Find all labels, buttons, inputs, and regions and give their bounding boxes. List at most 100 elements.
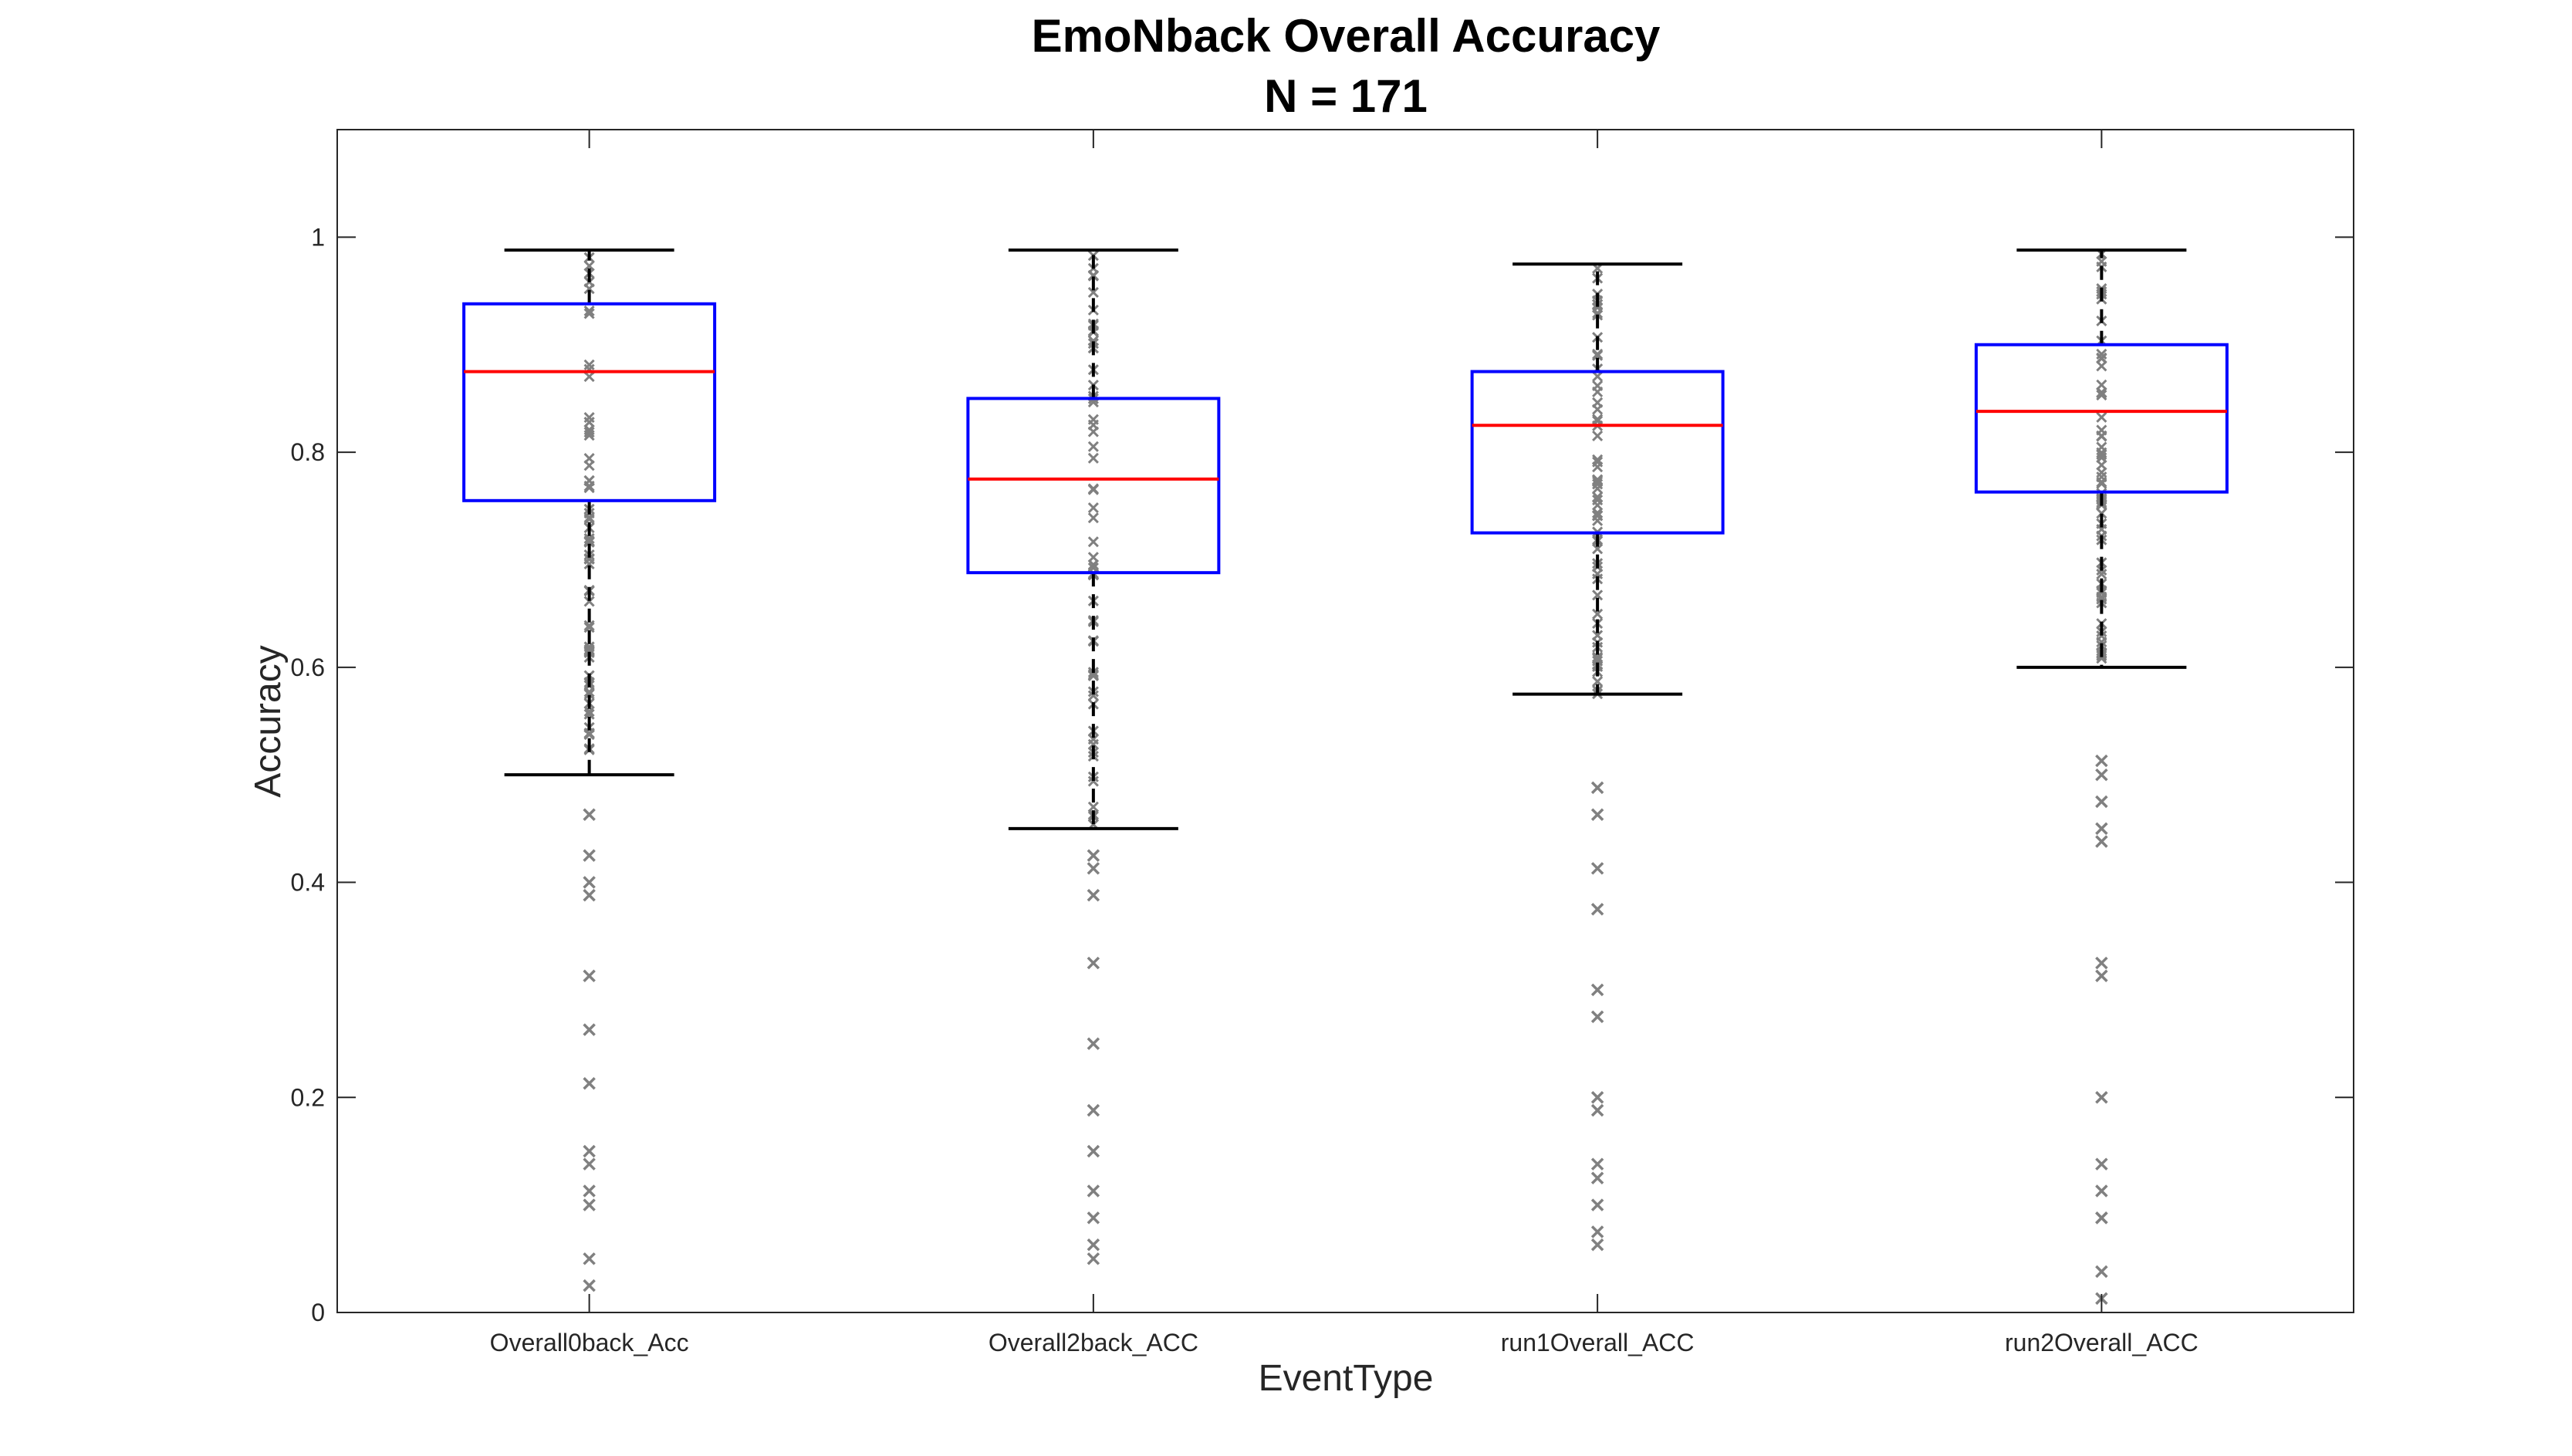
raw-point xyxy=(1592,475,1604,486)
outlier-point xyxy=(2095,1091,2108,1104)
chart-subtitle: N = 171 xyxy=(1264,70,1428,122)
raw-point xyxy=(2096,636,2107,648)
plot-marks xyxy=(462,248,2229,1306)
outlier-point xyxy=(2095,768,2108,782)
outlier-point xyxy=(1590,781,1604,795)
x-axis-label: EventType xyxy=(1259,1358,1434,1399)
raw-point xyxy=(1087,738,1099,750)
x-tick-label: Overall0back_Acc xyxy=(490,1329,689,1356)
raw-point xyxy=(1087,552,1099,563)
y-tick-label: 0 xyxy=(311,1299,325,1326)
x-tick-label: run2Overall_ACC xyxy=(2005,1329,2199,1356)
raw-point xyxy=(1087,286,1099,298)
raw-point xyxy=(1592,509,1604,521)
y-tick-label: 0.8 xyxy=(291,438,325,466)
outlier-point xyxy=(2095,1211,2108,1225)
outlier-point xyxy=(2095,969,2108,983)
raw-point xyxy=(583,705,595,718)
outlier-point xyxy=(1590,1238,1604,1252)
raw-point xyxy=(1592,589,1604,601)
raw-point xyxy=(583,308,595,319)
raw-point xyxy=(583,430,595,441)
raw-point xyxy=(583,552,595,564)
outlier-point xyxy=(1087,1238,1100,1252)
raw-point xyxy=(1087,483,1099,495)
raw-point xyxy=(1087,512,1099,524)
raw-point xyxy=(2096,449,2107,461)
outlier-point xyxy=(1087,1037,1100,1050)
outlier-point xyxy=(583,849,596,862)
iqr-box xyxy=(966,397,1221,575)
outlier-point xyxy=(1590,862,1604,875)
y-axis-label: Accuracy xyxy=(248,645,289,797)
raw-point xyxy=(583,482,595,494)
raw-point xyxy=(1592,676,1604,687)
raw-point xyxy=(1592,478,1604,490)
chart-title: EmoNback Overall Accuracy xyxy=(1032,10,1661,62)
raw-point xyxy=(1592,507,1604,519)
raw-point xyxy=(1592,543,1604,555)
outlier-point xyxy=(2095,1184,2108,1198)
raw-point xyxy=(583,371,595,383)
outlier-point xyxy=(1087,862,1100,875)
raw-point xyxy=(2096,447,2107,458)
raw-point xyxy=(1592,655,1604,667)
y-tick-label: 1 xyxy=(311,223,325,251)
outlier-point xyxy=(1087,849,1100,862)
raw-point xyxy=(1592,370,1604,382)
box-group xyxy=(462,248,717,1292)
outlier-point xyxy=(583,1157,596,1171)
outlier-point xyxy=(2095,1157,2108,1171)
raw-point xyxy=(1592,492,1604,503)
outlier-point xyxy=(1590,1091,1604,1104)
x-tick-label: run1Overall_ACC xyxy=(1501,1329,1695,1356)
outlier-point xyxy=(1087,1211,1100,1225)
outlier-point xyxy=(583,1252,596,1265)
outlier-point xyxy=(583,808,596,821)
outlier-point xyxy=(1087,1184,1100,1198)
outlier-point xyxy=(1087,956,1100,970)
outlier-point xyxy=(1087,1144,1100,1158)
outlier-point xyxy=(1087,1252,1100,1265)
outlier-point xyxy=(2095,835,2108,848)
raw-point xyxy=(583,453,595,465)
outlier-point xyxy=(1590,1010,1604,1023)
axes: 0 0.2 0.4 0.6 0.8 1 Overall0back_Acc Overall2ba… xyxy=(291,130,2354,1356)
raw-point xyxy=(583,708,595,720)
outlier-point xyxy=(1087,889,1100,902)
outlier-point xyxy=(583,1198,596,1211)
raw-point xyxy=(1087,690,1099,701)
raw-point xyxy=(1087,441,1099,452)
outlier-point xyxy=(1087,1103,1100,1117)
raw-point xyxy=(583,412,595,424)
raw-point xyxy=(2096,387,2107,399)
outlier-point xyxy=(1590,903,1604,916)
box-group xyxy=(1974,248,2229,1306)
outlier-point xyxy=(2095,822,2108,836)
outlier-point xyxy=(2095,795,2108,809)
raw-point xyxy=(1087,452,1099,464)
raw-point xyxy=(583,688,595,700)
outlier-point xyxy=(1590,1198,1604,1211)
raw-point xyxy=(583,513,595,525)
raw-points xyxy=(2096,248,2107,664)
plot-area xyxy=(336,129,2354,1313)
raw-point xyxy=(2096,411,2107,423)
raw-point xyxy=(1087,670,1099,681)
box-group xyxy=(966,248,1221,1265)
raw-point xyxy=(1087,335,1099,346)
raw-point xyxy=(2096,569,2107,580)
raw-point xyxy=(583,427,595,438)
outlier-point xyxy=(583,969,596,983)
raw-point xyxy=(2096,523,2107,535)
outlier-point xyxy=(2095,956,2108,970)
raw-point xyxy=(1592,307,1604,319)
outlier-point xyxy=(583,876,596,889)
raw-point xyxy=(583,283,595,295)
raw-point xyxy=(2096,508,2107,519)
raw-point xyxy=(583,622,595,633)
raw-point xyxy=(1592,414,1604,425)
outlier-point xyxy=(583,1144,596,1158)
y-tick-label: 0.2 xyxy=(291,1083,325,1111)
y-tick-label: 0.6 xyxy=(291,654,325,681)
